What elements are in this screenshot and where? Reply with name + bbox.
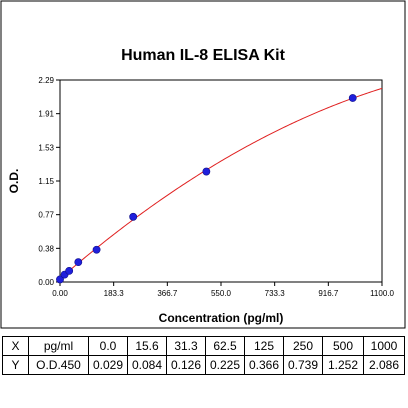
table-cell: 1.252: [322, 355, 364, 375]
row-unit: O.D.450: [28, 355, 89, 375]
x-axis-ticks: 0.00 183.3 366.7 550.0 733.3 916.7 1100.0: [52, 282, 394, 298]
x-tick-label: 0.00: [52, 289, 68, 298]
table-cell: 250: [283, 336, 323, 356]
fit-curve-group: [59, 87, 383, 280]
table-cell: 2.086: [363, 355, 405, 375]
table-cell: 0.0: [88, 336, 128, 356]
y-axis-ticks: 0.00 0.38 0.77 1.15 1.53 1.91 2.29: [38, 76, 60, 287]
table-cell: 1000: [363, 336, 405, 356]
table-cell: 62.5: [205, 336, 245, 356]
data-point: [74, 258, 83, 267]
data-point: [348, 94, 357, 102]
x-tick-label: 366.7: [157, 289, 178, 298]
table-cell: 15.6: [127, 336, 167, 356]
data-table: X pg/ml 0.0 15.6 31.3 62.5 125 250 500 1…: [2, 336, 405, 375]
table-cell: 0.366: [244, 355, 284, 375]
data-point: [65, 266, 74, 275]
y-tick-label: 1.53: [38, 143, 54, 152]
y-tick-label: 2.29: [38, 76, 54, 85]
x-tick-label: 733.3: [265, 289, 286, 298]
data-points: [56, 94, 357, 284]
plot-area: [59, 79, 383, 283]
y-tick-label: 0.77: [38, 211, 54, 220]
row-label: X: [2, 336, 29, 356]
x-tick-label: 1100.0: [370, 289, 394, 298]
y-tick-label: 0.38: [38, 244, 54, 253]
chart-frame: [0, 0, 406, 329]
data-point: [56, 275, 64, 284]
x-tick-label: 183.3: [104, 289, 125, 298]
table-cell: 0.225: [205, 355, 245, 375]
chart-title: Human IL-8 ELISA Kit: [121, 47, 286, 64]
data-point: [92, 245, 101, 254]
table-row-x: X pg/ml 0.0 15.6 31.3 62.5 125 250 500 1…: [2, 336, 405, 356]
table-cell: 0.084: [127, 355, 167, 375]
elisa-chart: Human IL-8 ELISA Kit 0.00 0.38 0.77 1.15 1.5…: [0, 0, 406, 329]
data-point: [129, 212, 138, 221]
plot-area-frame: [59, 79, 383, 283]
x-tick-label: 916.7: [318, 289, 339, 298]
y-tick-label: 1.15: [38, 177, 54, 186]
y-tick-label: 0.00: [38, 278, 54, 287]
y-tick-label: 1.91: [38, 110, 54, 119]
table-cell: 0.029: [88, 355, 128, 375]
y-axis-label: O.D.: [7, 169, 21, 194]
data-point: [202, 167, 211, 176]
row-label: Y: [2, 355, 29, 375]
table-cell: 125: [244, 336, 284, 356]
table-cell: 0.126: [166, 355, 206, 375]
row-unit: pg/ml: [28, 336, 89, 356]
table-cell: 500: [322, 336, 364, 356]
table-row-y: Y O.D.450 0.029 0.084 0.126 0.225 0.366 …: [2, 355, 405, 375]
table-cell: 31.3: [166, 336, 206, 356]
x-tick-label: 550.0: [211, 289, 232, 298]
table-cell: 0.739: [283, 355, 323, 375]
chart-panel: Human IL-8 ELISA Kit 0.00 0.38 0.77 1.15 1.5…: [0, 0, 406, 329]
fit-curve: [59, 87, 383, 280]
x-axis-label: Concentration (pg/ml): [159, 311, 284, 325]
